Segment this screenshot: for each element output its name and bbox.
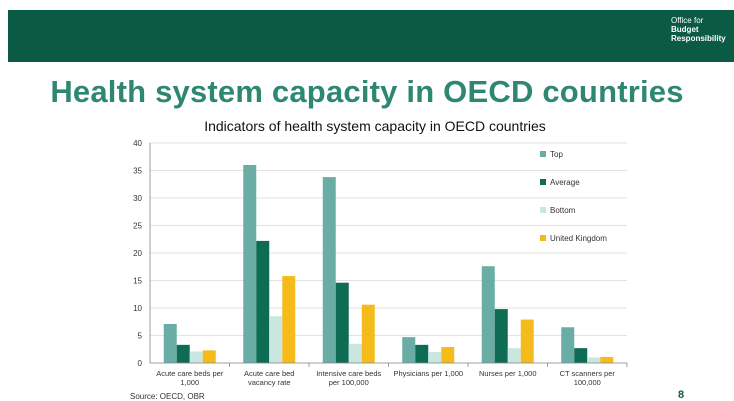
x-tick-label: Acute care beds per 1,000 [156,369,224,387]
bar-average [176,344,190,363]
bar-united-kingdom [202,350,216,363]
bar-average [335,282,349,363]
y-tick-label: 5 [138,332,143,341]
bar-top [243,165,257,363]
bar-bottom [428,352,442,363]
bar-top [561,327,575,363]
slide-title: Health system capacity in OECD countries [50,74,684,109]
x-tick-label: Physicians per 1,000 [393,369,463,378]
y-tick-label: 0 [138,359,143,368]
bar-top [402,337,416,363]
y-tick-label: 30 [133,194,142,203]
obr-logo: Office for Budget Responsibility [671,16,734,43]
x-tick-label: CT scanners per 100,000 [560,369,616,387]
bar-united-kingdom [600,356,614,363]
legend-label: United Kingdom [550,234,607,243]
bar-bottom [189,351,203,363]
y-tick-label: 35 [133,167,142,176]
legend-swatch [540,151,546,157]
bar-top [481,266,495,363]
bar-united-kingdom [520,319,534,363]
header-bar [8,10,734,62]
bar-average [256,240,270,363]
legend-swatch [540,235,546,241]
bar-bottom [507,348,521,363]
y-tick-label: 15 [133,277,142,286]
x-tick-label: Acute care bed vacancy rate [244,369,294,387]
legend-label: Top [550,150,563,159]
bar-average [574,348,588,363]
bar-bottom [348,343,362,363]
chart-title: Indicators of health system capacity in … [204,118,546,134]
legend-swatch [540,207,546,213]
bar-bottom [587,357,601,363]
source-note: Source: OECD, OBR [130,392,205,401]
y-tick-label: 20 [133,249,142,258]
legend-swatch [540,179,546,185]
bar-top [163,323,177,363]
legend-label: Average [550,178,580,187]
logo-line-2: Budget [671,25,699,34]
logo-line-3: Responsibility [671,34,726,43]
y-tick-label: 25 [133,222,142,231]
y-tick-label: 10 [133,304,142,313]
bar-united-kingdom [441,347,455,363]
bar-average [415,344,429,363]
bar-united-kingdom [361,304,375,363]
x-tick-label: Nurses per 1,000 [479,369,537,378]
y-tick-label: 40 [133,139,142,148]
legend-label: Bottom [550,206,576,215]
page-number: 8 [678,389,685,401]
logo-line-1: Office for [671,16,704,25]
bar-average [494,309,508,363]
x-tick-label: Intensive care beds per 100,000 [316,369,381,387]
bar-bottom [269,316,283,363]
bar-top [322,177,336,363]
bar-united-kingdom [282,276,296,363]
